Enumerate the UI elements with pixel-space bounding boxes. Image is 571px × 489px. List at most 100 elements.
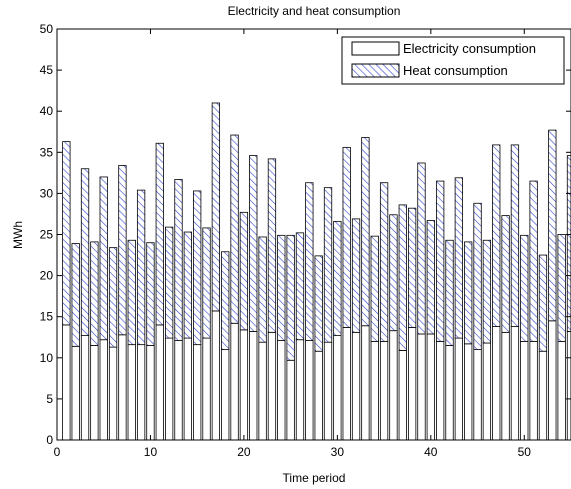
bar-heat [464, 241, 473, 345]
bar-heat [417, 162, 426, 335]
y-tick-label: 15 [40, 310, 54, 324]
x-tick-label: 0 [54, 445, 61, 459]
bar-electricity [473, 349, 482, 441]
bar-heat [71, 243, 80, 347]
bar-electricity [258, 341, 267, 441]
x-tick-label: 40 [424, 445, 438, 459]
y-tick-label: 5 [46, 392, 53, 406]
bar-electricity [165, 337, 174, 441]
bar-heat [501, 215, 510, 333]
bar-electricity [407, 326, 417, 441]
bar-electricity [108, 346, 118, 441]
bar-heat [108, 247, 118, 348]
bar-heat [361, 137, 370, 327]
legend-swatch-heat [351, 63, 400, 78]
bar-electricity [305, 340, 314, 441]
legend-swatch-electricity [351, 41, 400, 56]
bar-heat [90, 241, 99, 346]
bar-heat [249, 155, 258, 332]
bar-heat [193, 190, 202, 346]
bar-electricity [566, 331, 571, 441]
bar-heat [436, 180, 445, 342]
bar-electricity [295, 339, 305, 441]
bar-electricity [286, 359, 295, 441]
bar-heat [286, 234, 295, 361]
y-tick-label: 10 [40, 351, 54, 365]
bar-electricity [482, 342, 492, 441]
bar-heat [529, 180, 538, 342]
bar-electricity [520, 340, 529, 441]
bar-heat [379, 182, 389, 342]
bar-heat [407, 207, 417, 328]
bar-electricity [454, 337, 463, 441]
bar-electricity [193, 344, 202, 441]
x-axis-ticks: 0 10 20 30 40 50 [54, 29, 531, 459]
bar-electricity [492, 326, 501, 441]
bar-electricity [510, 326, 520, 441]
bar-electricity [379, 340, 389, 441]
bar-heat [221, 251, 230, 350]
bar-electricity [370, 340, 379, 441]
bar-electricity [361, 325, 370, 441]
bar-electricity [211, 310, 221, 441]
bar-heat [510, 144, 520, 327]
bar-electricity [557, 340, 566, 441]
x-tick-label: 30 [331, 445, 345, 459]
x-tick-label: 20 [237, 445, 251, 459]
bar-electricity [333, 335, 342, 441]
y-axis-ticks: 0 5 10 15 20 25 30 35 40 45 50 [40, 22, 571, 447]
bar-electricity [80, 335, 90, 441]
y-tick-label: 30 [40, 186, 54, 200]
bar-electricity [183, 337, 192, 441]
chart-title: Electricity and heat consumption [228, 4, 401, 18]
bar-heat [370, 235, 379, 342]
bar-heat [174, 179, 183, 341]
bars [62, 102, 571, 441]
y-tick-label: 20 [40, 269, 54, 283]
bar-heat [351, 218, 361, 333]
bar-electricity [398, 350, 407, 441]
bar-heat [202, 227, 211, 339]
bar-heat [183, 231, 192, 339]
bar-electricity [127, 344, 136, 441]
bar-electricity [155, 324, 164, 441]
x-axis-label: Time period [283, 471, 346, 485]
bar-electricity [239, 329, 249, 441]
bar-heat [473, 202, 482, 350]
bar-heat [155, 142, 164, 326]
bar-heat [62, 141, 71, 326]
bar-heat [295, 232, 305, 341]
bar-electricity [436, 340, 445, 441]
bar-electricity [445, 345, 454, 441]
bar-heat [426, 220, 435, 335]
y-tick-label: 50 [40, 22, 54, 36]
bar-heat [445, 239, 454, 346]
bar-electricity [426, 333, 435, 441]
bar-heat [277, 234, 286, 341]
y-tick-label: 40 [40, 104, 54, 118]
legend: Electricity consumption Heat consumption [341, 36, 565, 85]
bar-electricity [464, 343, 473, 441]
bar-electricity [277, 340, 286, 441]
bar-heat [314, 255, 323, 352]
bar-electricity [538, 350, 548, 441]
bar-heat [557, 234, 566, 342]
bar-heat [548, 129, 557, 322]
bar-electricity [548, 320, 557, 441]
bar-heat [267, 158, 277, 333]
bar-electricity [174, 340, 183, 441]
bar-electricity [90, 345, 99, 441]
bar-electricity [529, 340, 538, 441]
bar-electricity [342, 326, 351, 441]
bar-heat [305, 182, 314, 341]
bar-heat [127, 239, 136, 346]
y-axis-label: MWh [11, 221, 25, 249]
bar-heat [492, 144, 501, 327]
bar-heat [80, 168, 90, 337]
y-tick-label: 45 [40, 63, 54, 77]
bar-heat [538, 254, 548, 352]
x-tick-label: 10 [144, 445, 158, 459]
bar-heat [389, 214, 398, 332]
bar-heat [520, 234, 529, 342]
